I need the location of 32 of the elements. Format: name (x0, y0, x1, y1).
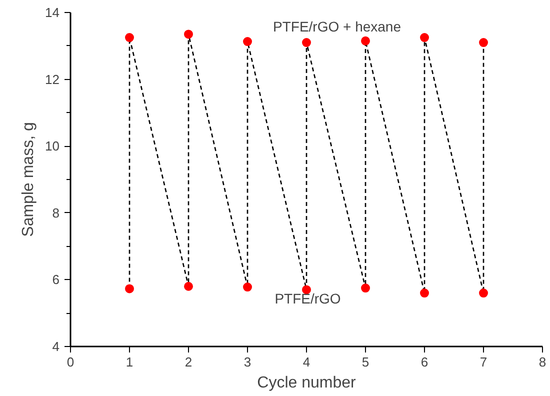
x-tick-label: 7 (480, 354, 488, 370)
annotation: PTFE/rGO + hexane (273, 18, 402, 35)
point (243, 37, 252, 46)
x-tick-label: 5 (362, 354, 370, 370)
y-tick-label: 14 (45, 5, 60, 20)
x-tick-label: 6 (420, 354, 428, 370)
x-tick-label: 8 (538, 354, 546, 370)
x-tick-label: 1 (126, 354, 134, 370)
x-tick-label: 2 (184, 354, 192, 370)
y-tick-label: 4 (52, 339, 60, 354)
point (125, 33, 134, 42)
point (361, 284, 370, 293)
x-tick-label: 0 (66, 354, 74, 370)
point (479, 38, 488, 48)
x-tick-label: 4 (302, 354, 310, 370)
y-tick-label: 12 (45, 72, 60, 87)
point (302, 38, 311, 48)
point (420, 33, 429, 42)
annotation: PTFE/rGO (274, 290, 341, 307)
point (184, 282, 193, 291)
point (125, 284, 134, 294)
y-tick-label: 6 (52, 272, 60, 288)
x-axis-title: Cycle number (257, 374, 357, 392)
point (184, 30, 193, 39)
y-tick-label: 10 (45, 138, 60, 154)
y-axis-title: Sample mass, g (20, 122, 38, 237)
point (420, 288, 429, 298)
point (243, 282, 252, 292)
y-tick-label: 8 (52, 205, 60, 220)
point (361, 36, 370, 46)
point (479, 288, 488, 298)
x-tick-label: 3 (244, 354, 252, 370)
